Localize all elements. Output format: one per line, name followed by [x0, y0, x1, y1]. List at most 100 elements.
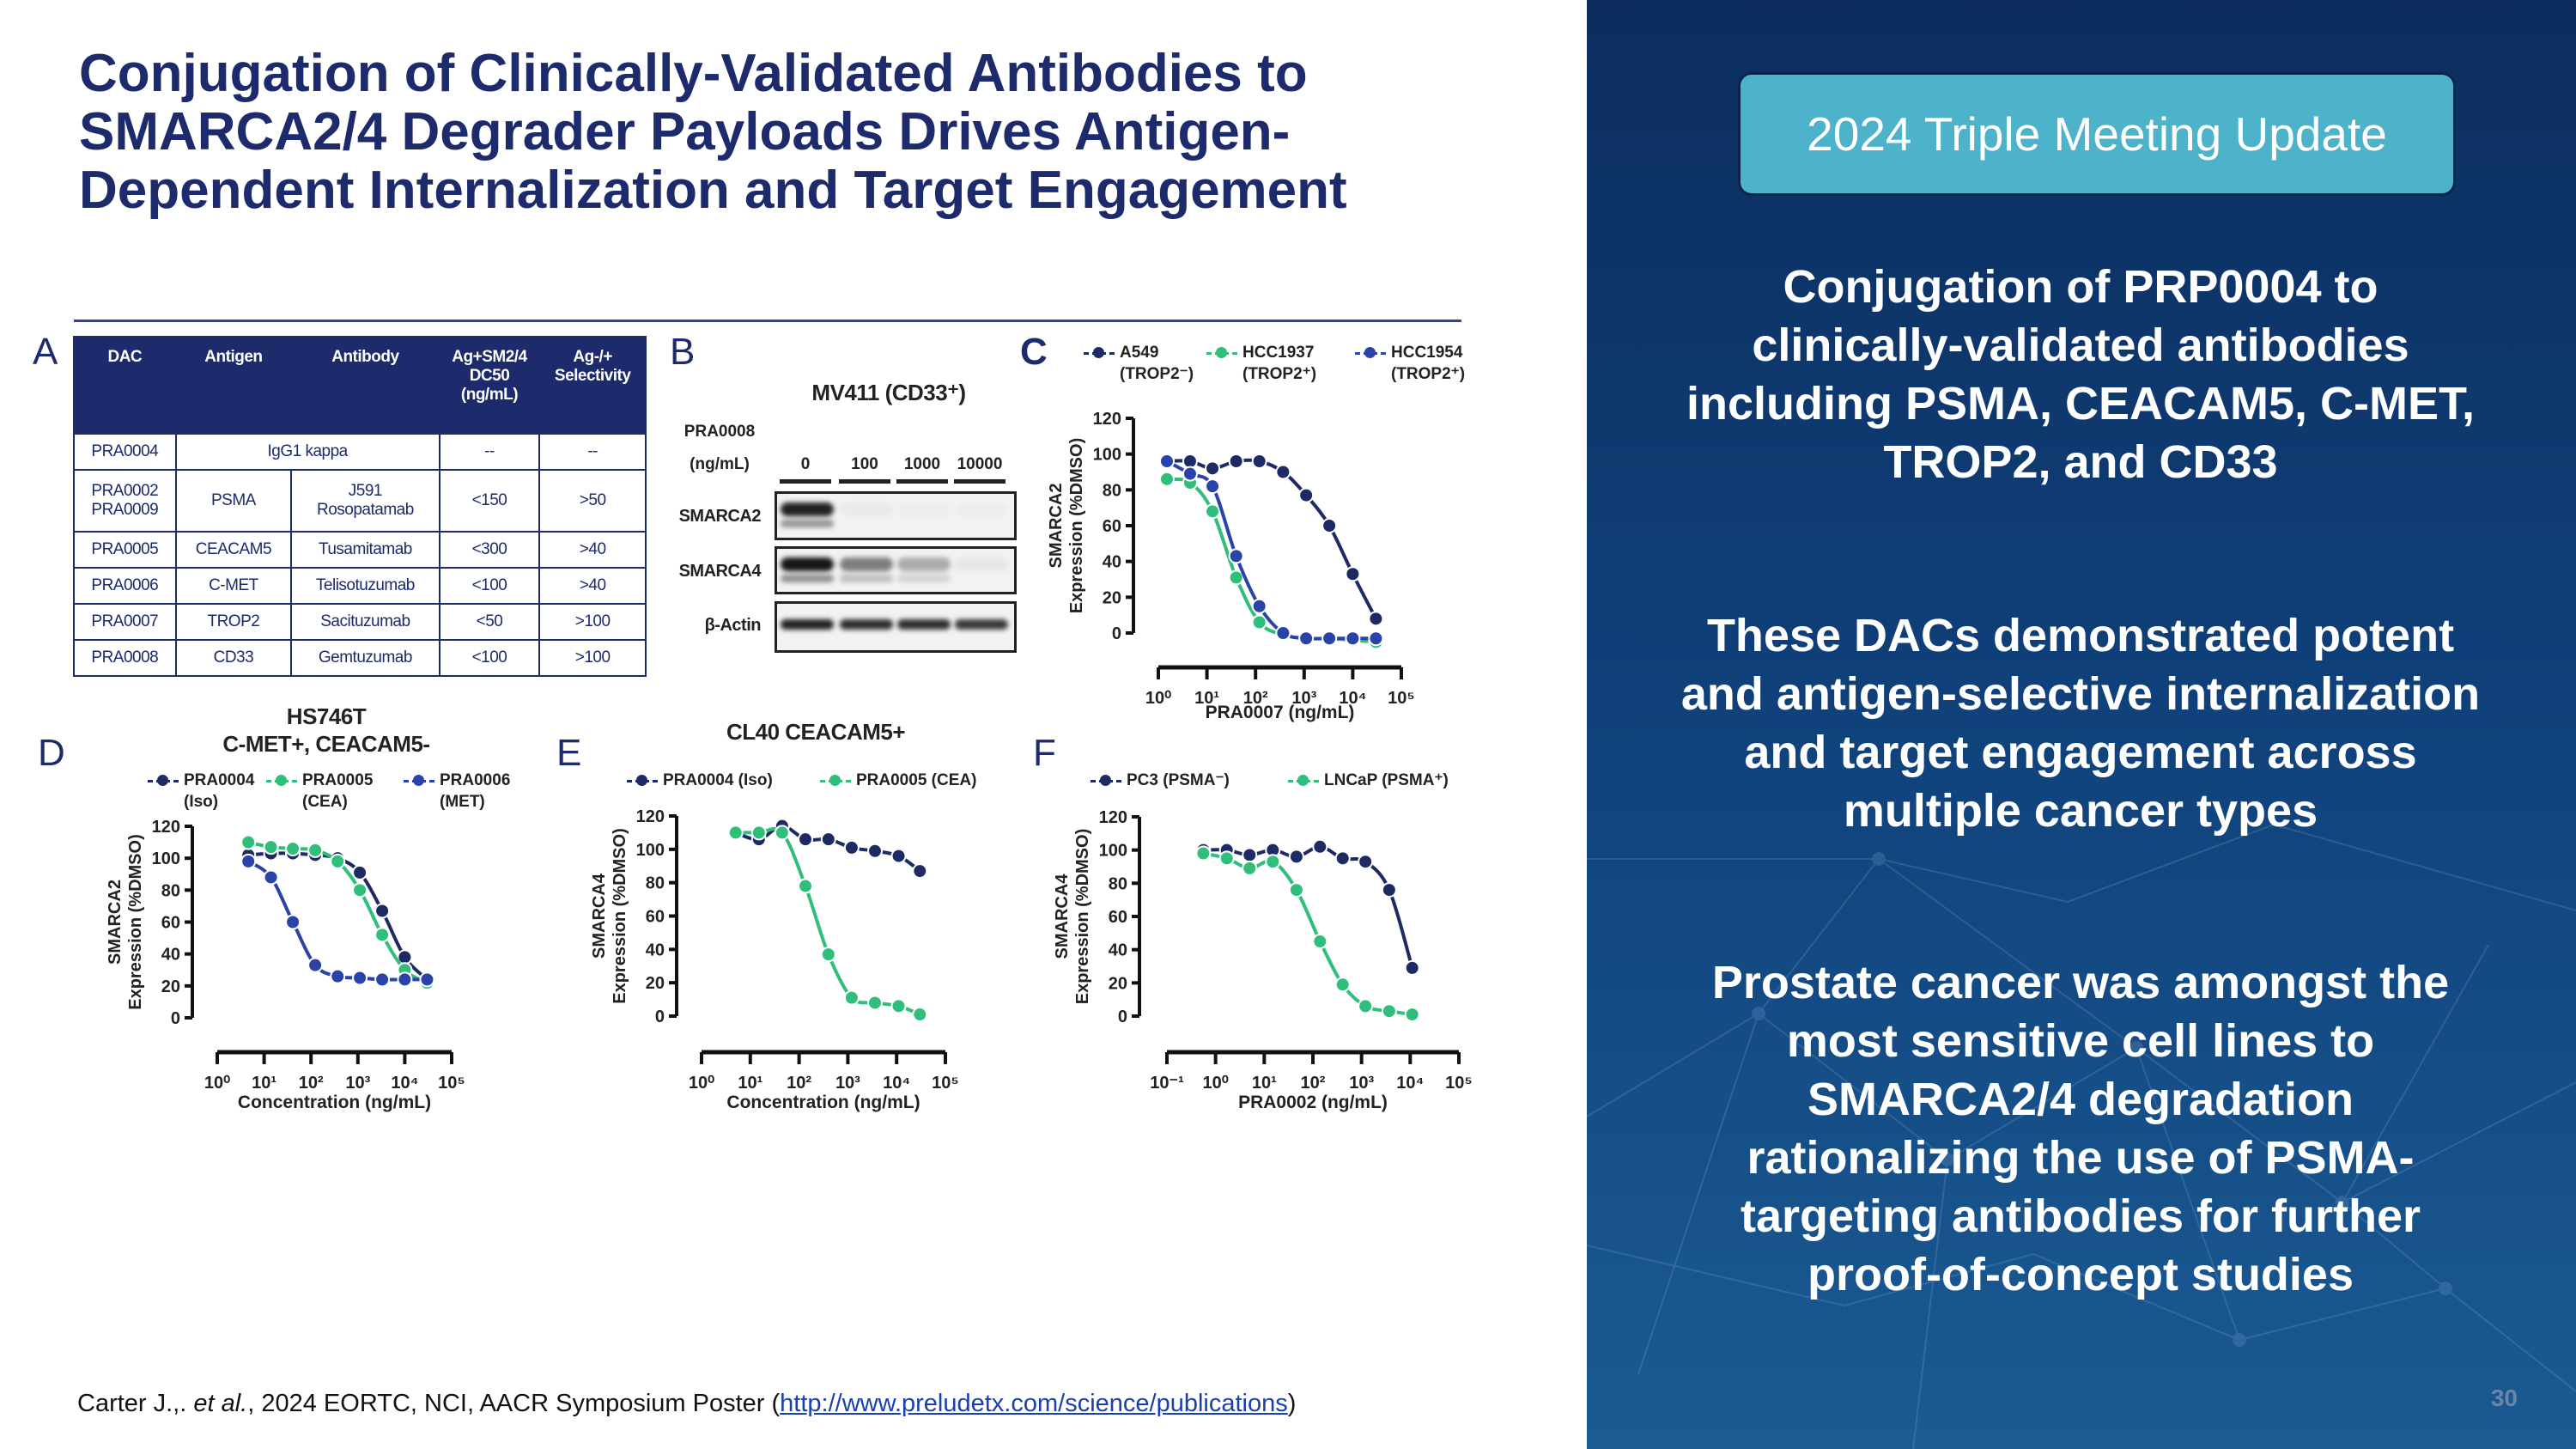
legend-label: PRA0004 (Iso) [663, 771, 773, 789]
chart-e-x-tick-label: 10² [787, 1074, 811, 1093]
publications-link[interactable]: http://www.preludetx.com/science/publica… [780, 1390, 1288, 1417]
cell-antibody: Gemtuzumab [290, 639, 440, 677]
chart-d-data-point [330, 853, 346, 869]
chart-c-data-point [1205, 503, 1221, 520]
chart-f-x-tick-label: 10⁴ [1396, 1074, 1424, 1093]
chart-c-series-line [1166, 458, 1378, 620]
chart-d-legend-item: PRA0005 (CEA) [266, 770, 373, 813]
cell-selectivity: >100 [538, 603, 647, 641]
chart-f-data-point [1334, 977, 1351, 993]
cell-antibody: J591 Rosopatamab [290, 469, 440, 533]
cell-dc50: -- [438, 433, 541, 471]
chart-c-data-point [1205, 478, 1221, 495]
chart-f-data-point [1288, 882, 1304, 898]
legend-marker-icon [1288, 774, 1319, 786]
chart-c-data-point [1345, 630, 1361, 647]
chart-e-y-tick-label: 0 [655, 1008, 665, 1026]
blot-label-smarca2: SMARCA2 [678, 507, 762, 526]
chart-f-data-point [1381, 882, 1397, 898]
chart-c-legend-item: HCC1954 (TROP2⁺) [1355, 342, 1465, 385]
chart-e-data-point [890, 998, 907, 1014]
cell-selectivity: -- [538, 433, 647, 471]
chart-d-y-label: SMARCA2 [106, 880, 125, 965]
chart-d-title: HS746T C-MET+, CEACAM5- [222, 703, 430, 757]
chart-e-data-point [866, 995, 883, 1011]
western-unit: (ng/mL) [690, 455, 750, 473]
header-antigen: Antigen [174, 336, 293, 435]
table-row: PRA0007 TROP2 Sacituzumab <50 >100 [73, 603, 647, 641]
chart-c-x-label: PRA0007 (ng/mL) [1206, 703, 1355, 722]
chart-f-x-tick-label: 10⁻¹ [1150, 1074, 1184, 1093]
legend-marker-icon [404, 774, 434, 786]
chart-d-data-point [330, 968, 346, 984]
blot-actin [775, 601, 1017, 653]
chart-e-x-tick-label: 10⁰ [689, 1074, 714, 1093]
blot-band [781, 502, 834, 516]
chart-e-data-point [912, 863, 928, 880]
chart-f-y-tick-label: 100 [1099, 842, 1127, 861]
chart-c-y-tick-label: 40 [1103, 553, 1121, 572]
dose-label: 100 [851, 455, 878, 473]
blot-band [781, 575, 834, 582]
chart-c-data-point [1228, 569, 1244, 586]
chart-c-y-tick-label: 20 [1103, 588, 1121, 607]
chart-c-data-point [1251, 598, 1267, 614]
chart-f-data-point [1404, 959, 1420, 976]
chart-c-data-point [1158, 454, 1175, 469]
chart-c-y-tick-label: 0 [1112, 624, 1121, 643]
chart-c-data-point [1345, 566, 1361, 582]
chart-e-y-tick-label: 100 [636, 841, 665, 860]
chart-f-data-point [1242, 860, 1258, 876]
chart-f-data-point [1218, 850, 1235, 867]
chart-e-x-tick-label: 10⁴ [883, 1074, 910, 1093]
chart-e-data-point [912, 1007, 928, 1023]
dose-label: 1000 [903, 455, 941, 473]
chart-c-x-tick-label: 10² [1243, 689, 1268, 708]
dose-lane-bar [839, 479, 890, 484]
blot-band [840, 619, 893, 630]
legend-marker-icon [627, 774, 658, 786]
chart-d-data-point [307, 957, 324, 973]
cell-selectivity: >40 [538, 567, 647, 605]
chart-f-data-point [1312, 838, 1328, 855]
chart-d-data-point [240, 834, 257, 850]
chart-d-data-point [285, 841, 301, 857]
chart-c-legend-item: A549 (TROP2⁻) [1084, 342, 1194, 385]
chart-c-data-point [1298, 487, 1315, 503]
chart-f-data-point [1242, 847, 1258, 863]
chart-f-data-point [1381, 1003, 1397, 1020]
chart-d-data-point [352, 882, 368, 898]
citation-middle: , 2024 EORTC, NCI, AACR Symposium Poster… [247, 1390, 781, 1417]
chart-e-data-point [866, 843, 883, 859]
chart-e-y-label: SMARCA4 [590, 873, 609, 959]
chart-c-x-tick-label: 10⁴ [1339, 689, 1366, 708]
chart-f-y-tick-label: 0 [1118, 1008, 1127, 1026]
chart-c-data-point [1298, 630, 1315, 647]
legend-label: PC3 (PSMA⁻) [1127, 771, 1230, 789]
chart-d-y-tick-label: 80 [161, 881, 180, 900]
cell-antigen: CEACAM5 [174, 531, 293, 569]
chart-c-data-point [1275, 625, 1291, 641]
chart-d-legend-item: PRA0004 (Iso) [148, 770, 254, 813]
meeting-update-badge: 2024 Triple Meeting Update [1738, 72, 2456, 196]
chart-c-x-tick-label: 10¹ [1194, 689, 1219, 708]
chart-f-data-point [1195, 845, 1212, 861]
table-row: PRA0005 CEACAM5 Tusamitamab <300 >40 [73, 531, 647, 569]
blot-smarca4 [775, 546, 1017, 594]
page-number: 30 [2490, 1385, 2518, 1411]
chart-d-data-point [285, 914, 301, 930]
chart-c-y-tick-label: 120 [1093, 410, 1121, 429]
chart-e-data-point [890, 848, 907, 864]
chart-f-y-label: SMARCA4 [1053, 874, 1072, 959]
chart-f-x-tick-label: 10³ [1349, 1074, 1374, 1093]
chart-c-y-tick-label: 60 [1103, 517, 1121, 536]
chart-f-data-point [1288, 849, 1304, 865]
cell-dac: PRA0006 [73, 567, 177, 605]
chart-f-y-label: Expression (%DMSO) [1073, 829, 1092, 1004]
blot-band [897, 557, 951, 571]
cell-dac: PRA0002 PRA0009 [73, 469, 177, 533]
chart-c-data-point [1321, 630, 1338, 647]
chart-e-data-point [843, 989, 860, 1006]
chart-e-y-tick-label: 40 [646, 941, 665, 959]
slide-title: Conjugation of Clinically-Validated Anti… [79, 44, 1347, 220]
